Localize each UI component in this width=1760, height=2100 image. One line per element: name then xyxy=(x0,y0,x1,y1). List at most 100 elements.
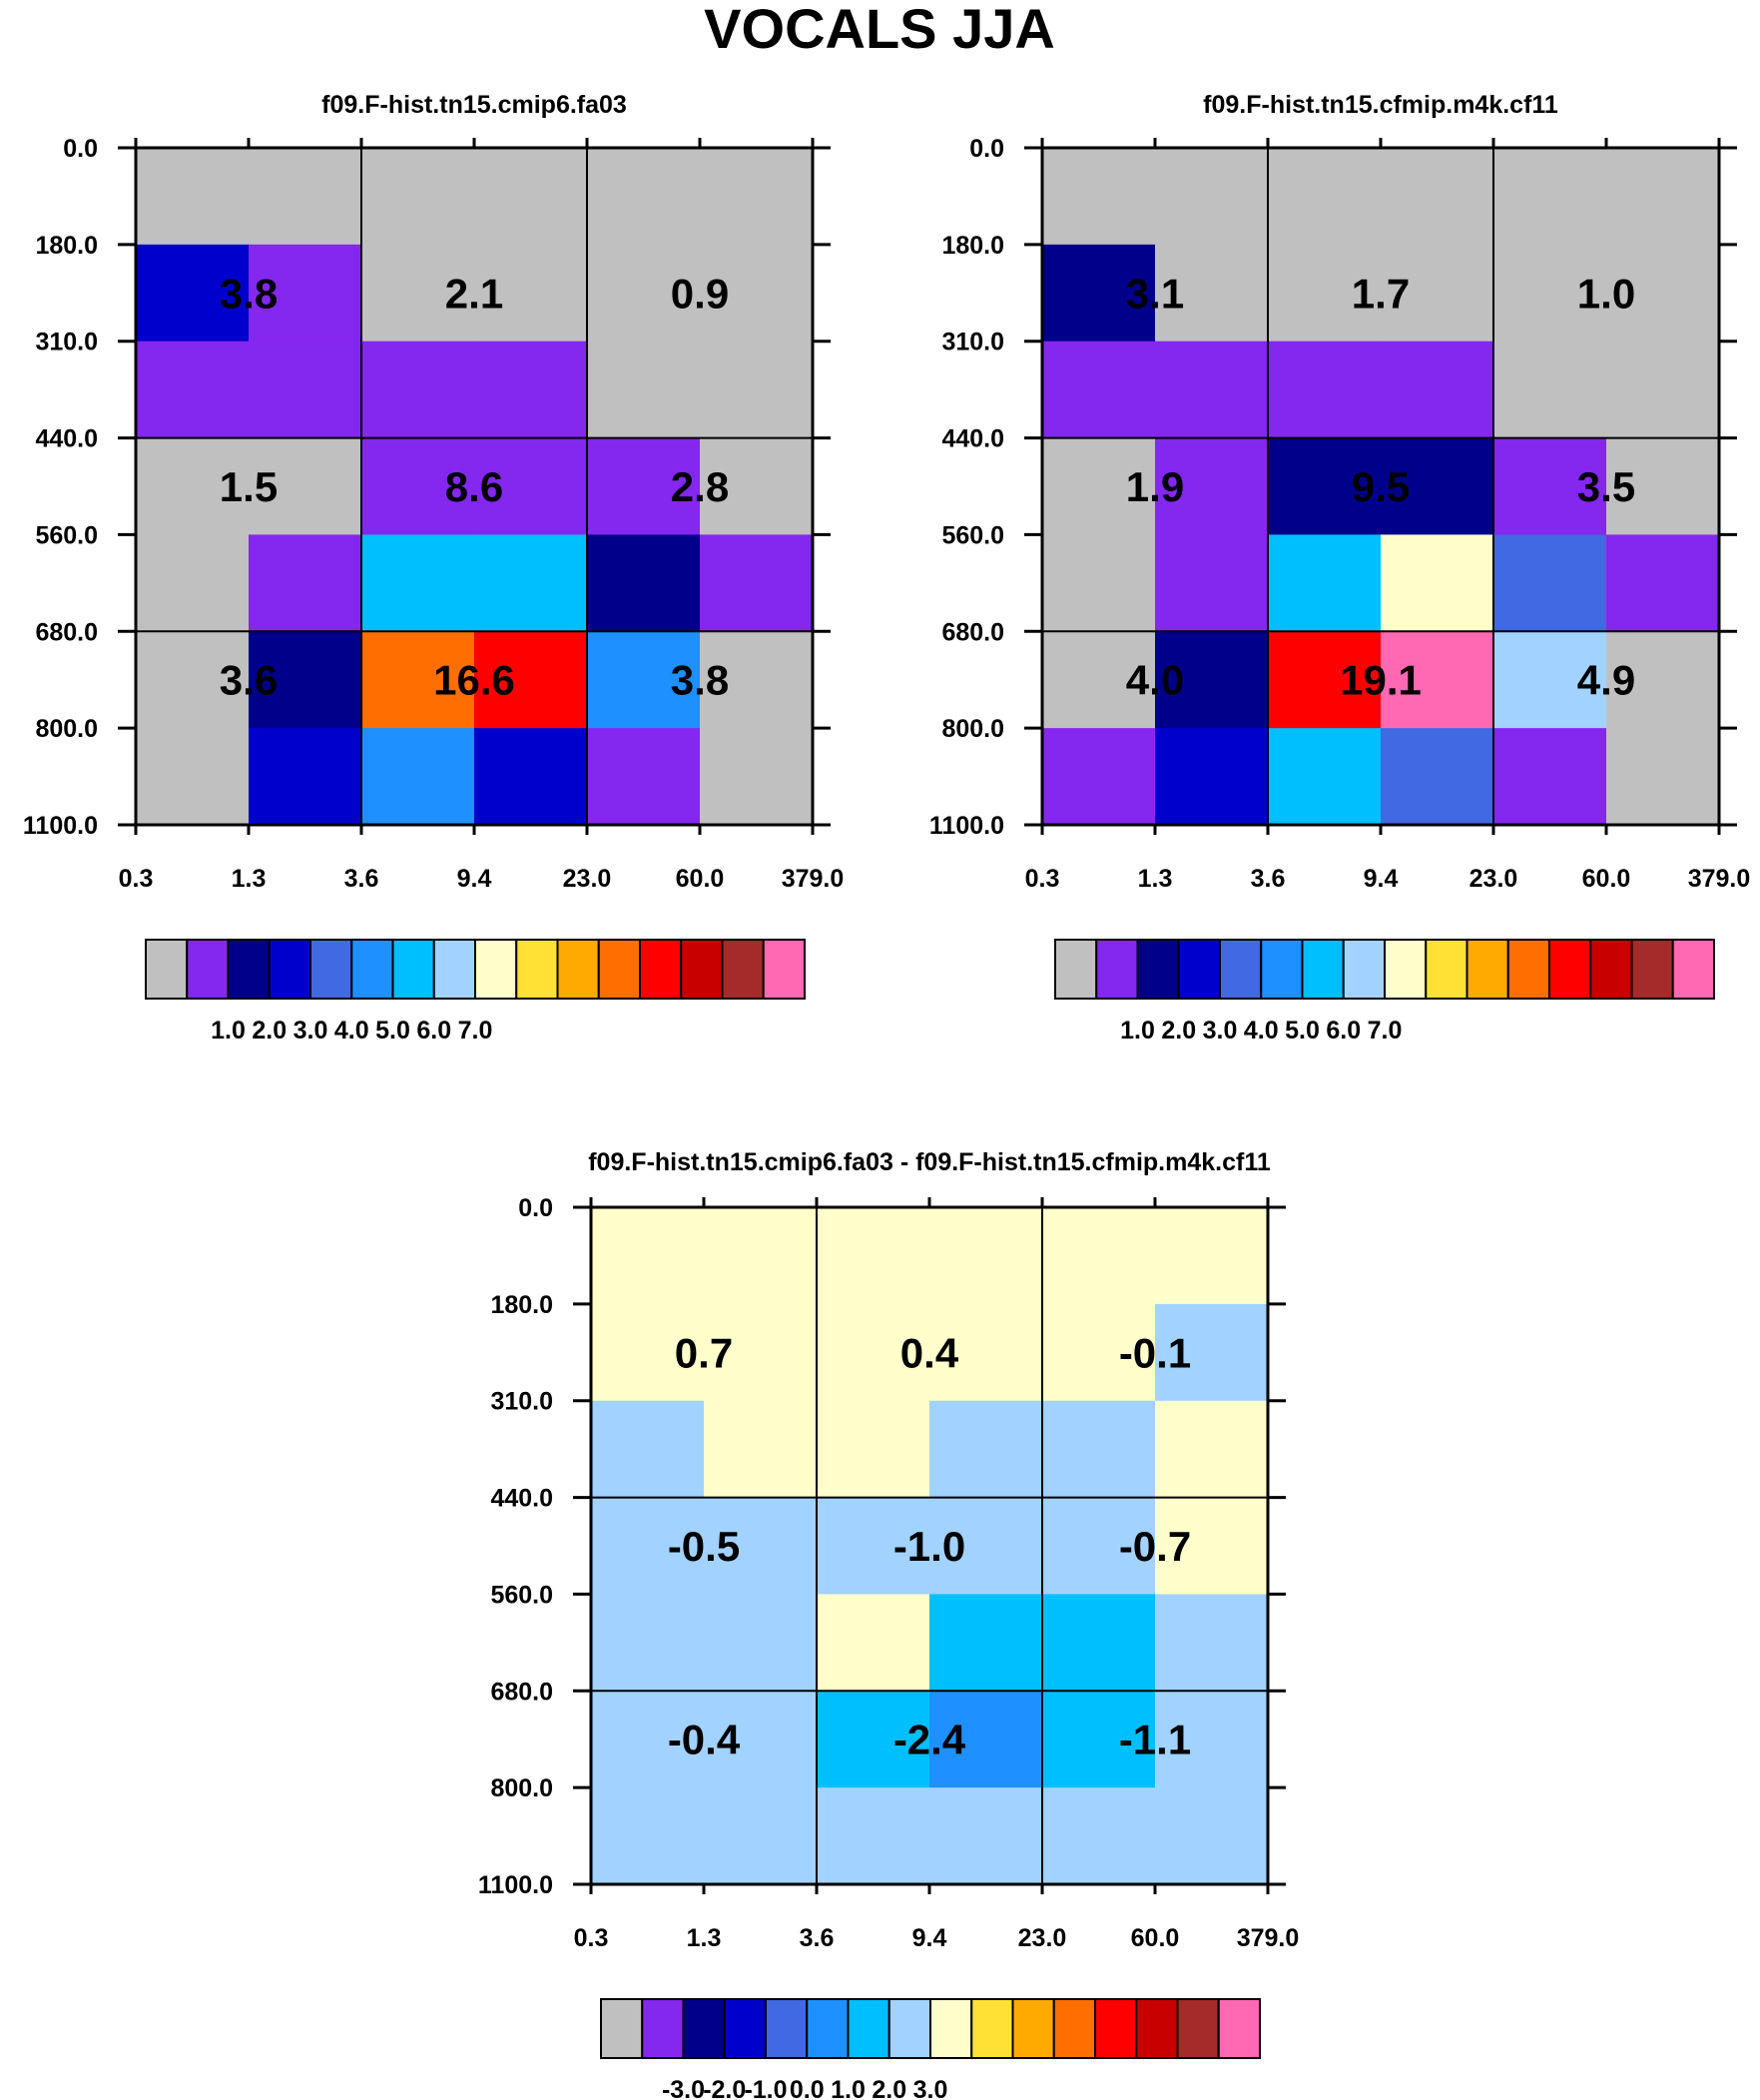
colorbar-label: 7.0 xyxy=(458,1017,493,1045)
heatmap-cell xyxy=(1042,728,1156,826)
heatmap-cell xyxy=(1493,728,1607,826)
heatmap-cell xyxy=(361,631,475,729)
heatmap-cell xyxy=(136,631,250,729)
x-tick-label: 0.3 xyxy=(1025,865,1060,893)
heatmap-cell xyxy=(1042,1207,1156,1305)
y-tick-label: 680.0 xyxy=(490,1678,553,1706)
colorbar-swatch xyxy=(309,939,353,1000)
heatmap-cell xyxy=(1042,1497,1156,1596)
data-label: 1.5 xyxy=(220,463,278,510)
colorbar-swatch xyxy=(721,939,765,1000)
heatmap-cell xyxy=(1606,534,1720,632)
heatmap-cell xyxy=(1381,728,1494,826)
heatmap-cell xyxy=(587,341,701,439)
colorbar-label: 1.0 xyxy=(211,1017,246,1045)
heatmap-cell xyxy=(249,437,362,536)
heatmap-cell xyxy=(474,728,588,826)
heatmap-cell xyxy=(1606,341,1720,439)
heatmap-cell xyxy=(136,244,250,343)
data-label: -1.1 xyxy=(1119,1717,1191,1763)
y-tick-label: 310.0 xyxy=(490,1388,553,1416)
heatmap-cell xyxy=(1042,341,1156,439)
heatmap-cell xyxy=(1042,437,1156,536)
heatmap-cell xyxy=(1381,534,1494,632)
colorbar-swatch xyxy=(680,939,724,1000)
colorbar-label: 2.0 xyxy=(872,2076,906,2100)
heatmap-cell xyxy=(929,1207,1043,1305)
heatmap-cell xyxy=(361,341,475,439)
colorbar-swatch xyxy=(515,939,559,1000)
data-label: -0.5 xyxy=(668,1523,740,1570)
y-tick-label: 560.0 xyxy=(35,521,98,549)
colorbar-swatch xyxy=(765,1998,809,2059)
heatmap-cell xyxy=(587,148,701,246)
data-label: 4.9 xyxy=(1577,657,1635,704)
heatmap-cell xyxy=(474,148,588,246)
colorbar-swatch xyxy=(186,939,230,1000)
colorbar-swatch xyxy=(1589,939,1633,1000)
y-tick-label: 440.0 xyxy=(490,1485,553,1513)
data-label: 3.5 xyxy=(1577,463,1635,510)
heatmap-cell xyxy=(929,1400,1043,1499)
heatmap-cell xyxy=(1268,437,1382,536)
heatmap-cell xyxy=(817,1400,930,1499)
heatmap-cell xyxy=(1155,1497,1269,1596)
heatmap-cell xyxy=(249,148,362,246)
data-label: 0.9 xyxy=(671,270,729,317)
heatmap-cell xyxy=(474,534,588,632)
heatmap-cell xyxy=(591,1787,705,1885)
heatmap-cell xyxy=(929,1303,1043,1402)
heatmap-cell xyxy=(1042,244,1156,343)
y-tick-label: 180.0 xyxy=(941,232,1004,260)
heatmap-cell xyxy=(587,728,701,826)
heatmap-cell xyxy=(1042,1691,1156,1788)
heatmap-cell xyxy=(1606,437,1720,536)
x-tick-label: 0.3 xyxy=(119,865,154,893)
colorbar-label: 4.0 xyxy=(1244,1017,1279,1045)
heatmap-cell xyxy=(929,1787,1043,1885)
colorbar-swatch xyxy=(1177,939,1221,1000)
heatmap-cell xyxy=(1606,244,1720,343)
heatmap-cell xyxy=(1493,148,1607,246)
data-label: 9.5 xyxy=(1352,463,1410,510)
panel-3: f09.F-hist.tn15.cmip6.fa03 - f09.F-hist.… xyxy=(478,1148,1299,2100)
heatmap-cell xyxy=(700,728,814,826)
heatmap-cell xyxy=(1155,1303,1269,1402)
colorbar-swatch xyxy=(1095,939,1139,1000)
y-tick-label: 0.0 xyxy=(63,135,98,163)
heatmap-cell xyxy=(700,437,814,536)
x-tick-label: 60.0 xyxy=(1131,1924,1180,1952)
x-tick-label: 1.3 xyxy=(687,1924,722,1952)
heatmap-cell xyxy=(700,631,814,729)
colorbar-swatch xyxy=(847,1998,890,2059)
colorbar-swatch xyxy=(1466,939,1509,1000)
x-tick-label: 23.0 xyxy=(563,865,612,893)
data-label: 3.1 xyxy=(1126,270,1184,317)
colorbar-label: -2.0 xyxy=(703,2076,746,2100)
colorbar-swatch xyxy=(600,1998,644,2059)
colorbar-label: 2.0 xyxy=(252,1017,287,1045)
heatmap-cell xyxy=(929,1594,1043,1692)
heatmap-cell xyxy=(361,534,475,632)
y-tick-label: 1100.0 xyxy=(23,812,98,840)
heatmap-cell xyxy=(817,1497,930,1596)
colorbar-label: 5.0 xyxy=(375,1017,410,1045)
heatmap-cell xyxy=(1493,631,1607,729)
x-tick-label: 3.6 xyxy=(344,865,379,893)
heatmap-cell xyxy=(1381,631,1494,729)
colorbar-swatch xyxy=(641,1998,685,2059)
heatmap-cell xyxy=(704,1497,818,1596)
colorbar-swatch xyxy=(1260,939,1304,1000)
colorbar-swatch xyxy=(556,939,600,1000)
data-label: 3.8 xyxy=(671,657,729,704)
heatmap-cell xyxy=(1493,437,1607,536)
colorbar-swatch xyxy=(1136,939,1180,1000)
data-label: 3.6 xyxy=(220,657,278,704)
heatmap-cell xyxy=(1493,534,1607,632)
data-label: 1.9 xyxy=(1126,463,1184,510)
heatmap-cell xyxy=(249,728,362,826)
data-label: 19.1 xyxy=(1340,657,1422,704)
colorbar-label: 2.0 xyxy=(1161,1017,1196,1045)
colorbar-label: 0.0 xyxy=(790,2076,825,2100)
